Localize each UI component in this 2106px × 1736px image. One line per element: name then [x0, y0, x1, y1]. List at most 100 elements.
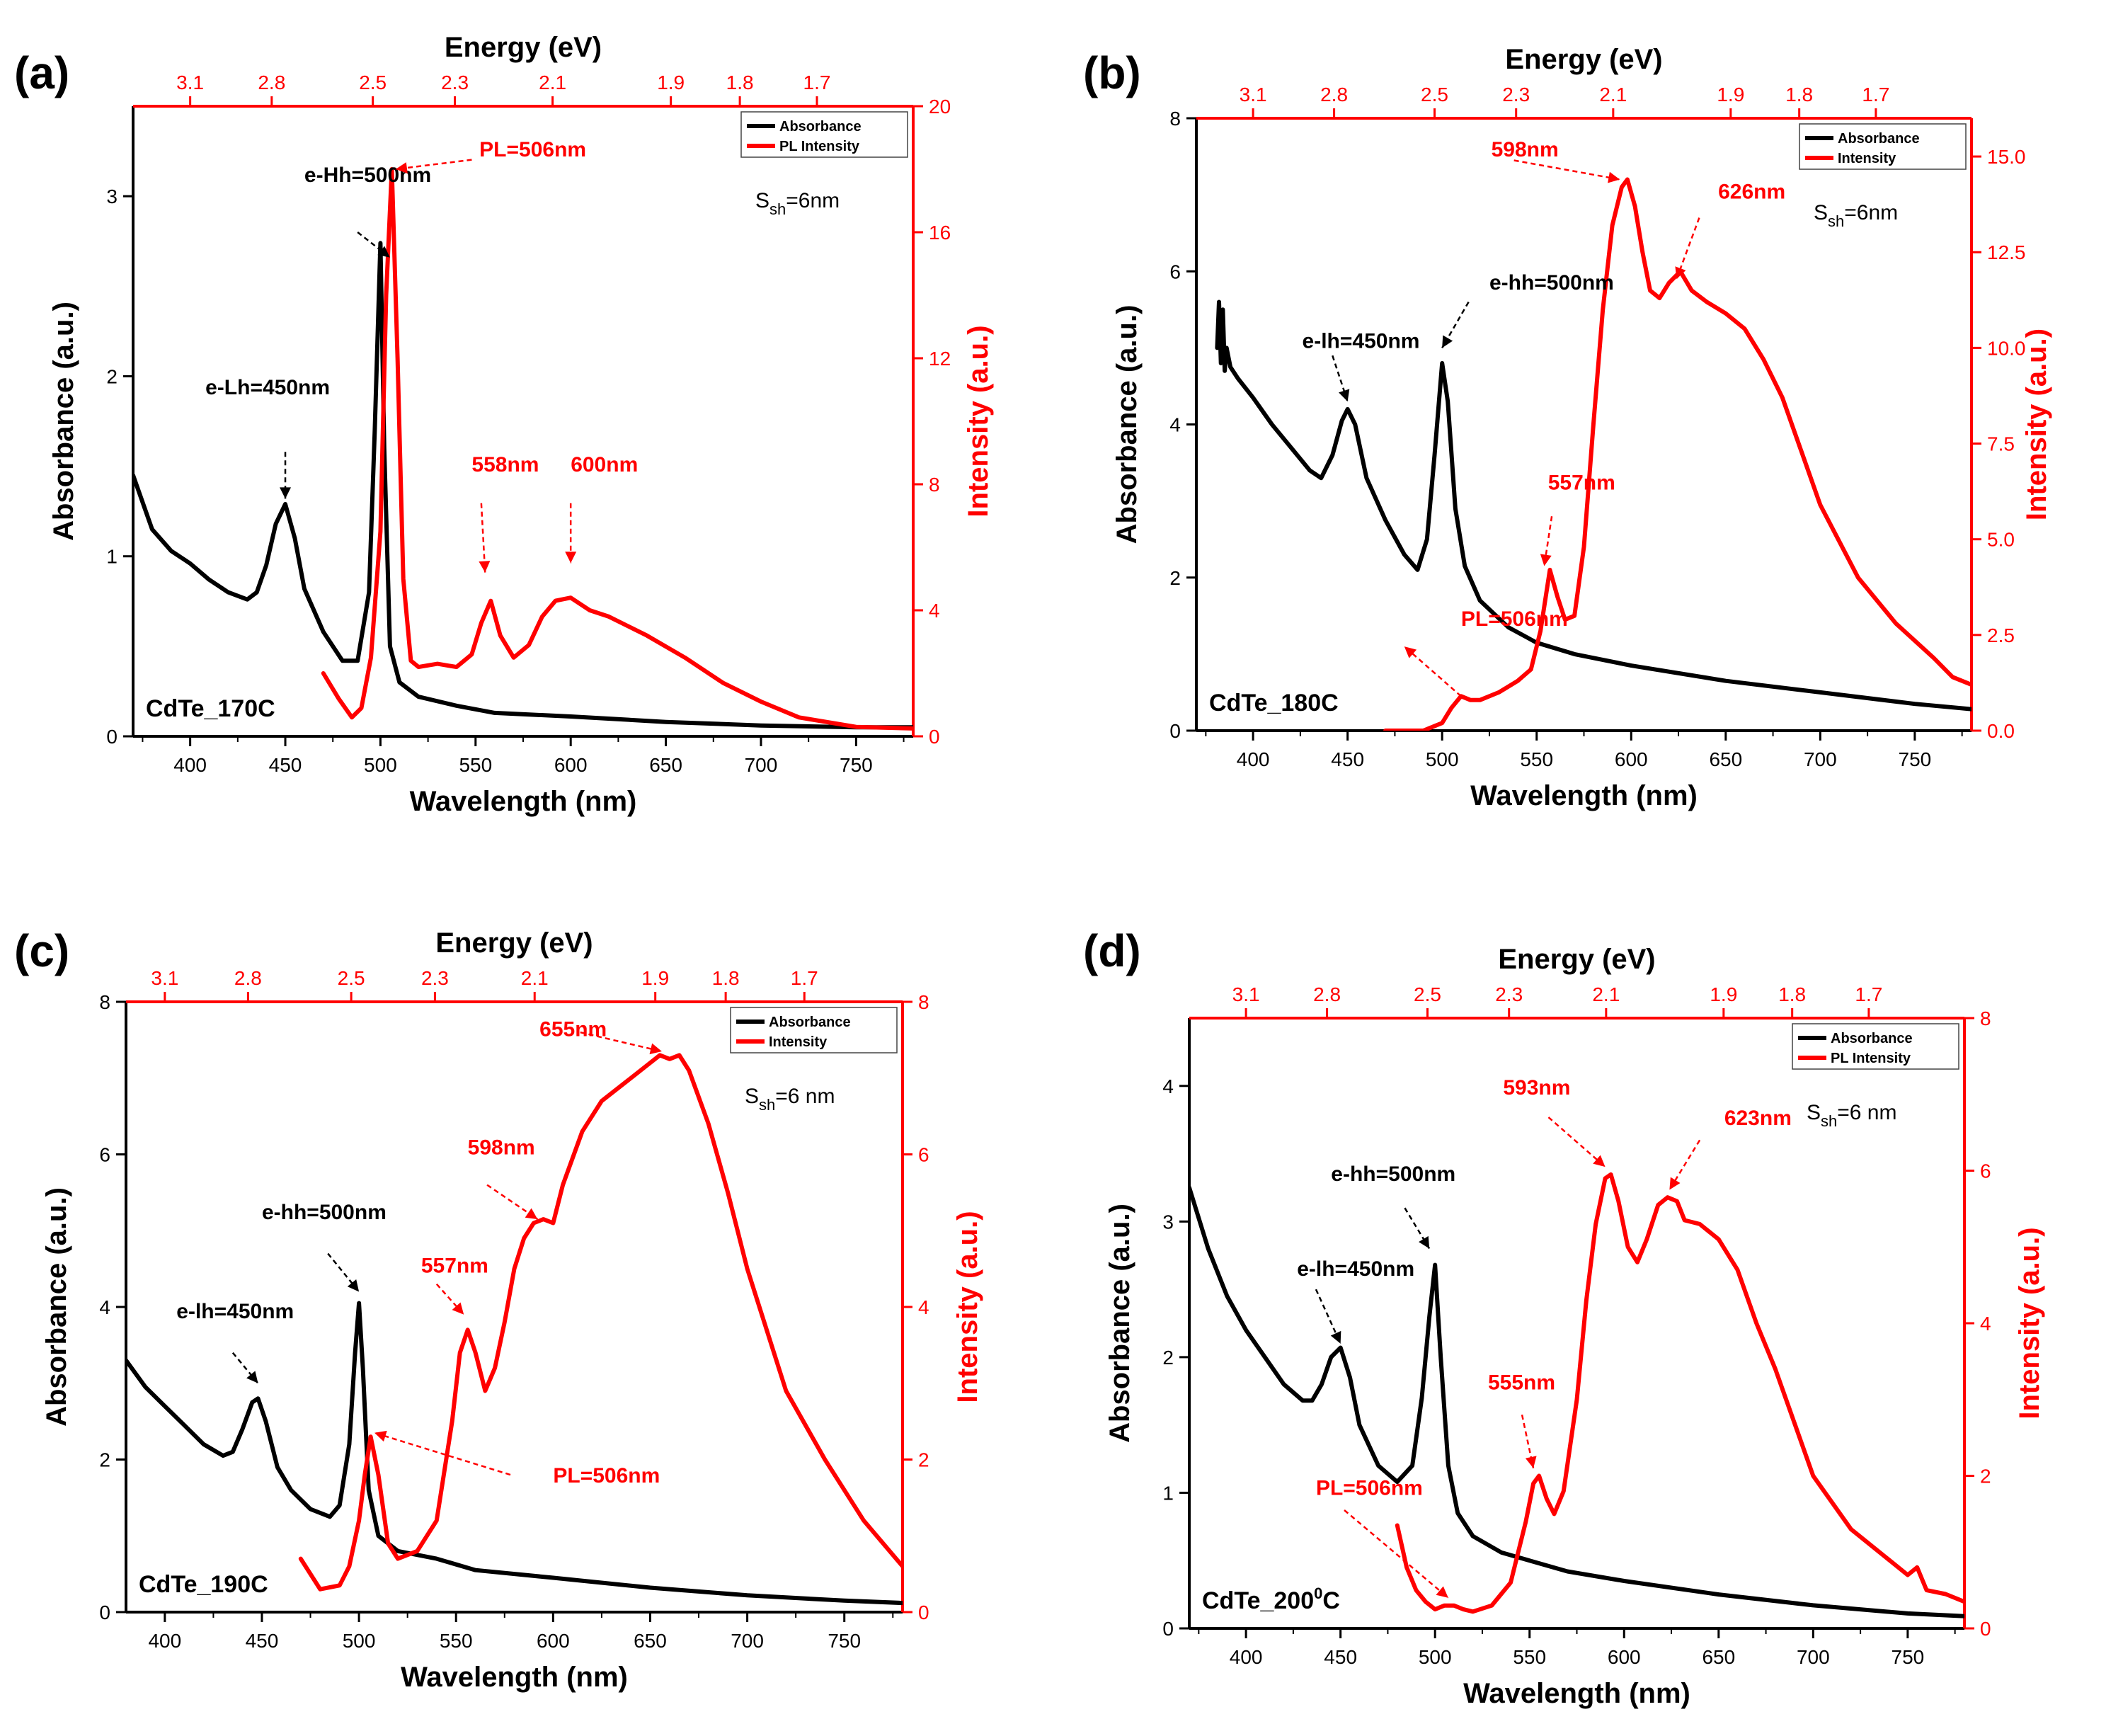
y-right-tick-label: 2: [918, 1449, 929, 1471]
y-right-axis-title: Intensity (a.u.): [963, 325, 994, 517]
energy-tick-label: 2.8: [1313, 983, 1341, 1005]
annotation-arrowhead: [479, 561, 491, 573]
x-tick-label: 600: [1608, 1646, 1641, 1668]
y-right-tick-label: 0: [1980, 1618, 1991, 1640]
legend-entry: Intensity: [1838, 151, 1896, 166]
energy-tick-label: 2.3: [1495, 983, 1523, 1005]
x-tick-label: 700: [745, 754, 778, 776]
annotation-label: 593nm: [1503, 1076, 1570, 1100]
y-right-tick-label: 2: [1980, 1466, 1991, 1487]
legend-entry: Absorbance: [769, 1015, 851, 1030]
energy-tick-label: 2.3: [421, 967, 449, 989]
y-right-tick-label: 20: [929, 96, 951, 118]
shift-suffix: =6 nm: [775, 1085, 835, 1108]
x-tick-label: 750: [840, 754, 873, 776]
x-tick-label: 750: [1892, 1646, 1925, 1668]
annotation-label: 555nm: [1488, 1371, 1555, 1395]
shift-suffix: =6nm: [786, 189, 840, 212]
energy-tick-label: 3.1: [151, 967, 178, 989]
annotation-arrowhead: [1675, 266, 1686, 280]
shift-prefix: S: [1814, 201, 1828, 224]
annotation-label: 655nm: [539, 1017, 607, 1041]
legend-entry: Absorbance: [1838, 131, 1920, 147]
intensity-line: [298, 1053, 903, 1592]
annotation-label: 623nm: [1724, 1107, 1792, 1130]
x-axis-title: Wavelength (nm): [1463, 1678, 1690, 1709]
x-tick-label: 450: [246, 1630, 279, 1652]
annotation-arrowhead: [1608, 171, 1620, 183]
panel-label: (c): [14, 925, 69, 976]
shift-label: Ssh=6 nm: [1807, 1101, 1896, 1130]
x-tick-label: 550: [1513, 1646, 1546, 1668]
y-right-tick-label: 0.0: [1987, 720, 2015, 742]
annotation-label: e-lh=450nm: [1297, 1257, 1414, 1281]
x-tick-label: 400: [173, 754, 207, 776]
energy-tick-label: 1.7: [791, 967, 818, 989]
energy-tick-label: 1.7: [1862, 84, 1889, 105]
y-left-tick-label: 0: [1169, 720, 1181, 742]
annotation-arrow-line: [1403, 646, 1462, 697]
x-tick-label: 550: [1520, 748, 1553, 770]
energy-tick-label: 1.8: [1778, 983, 1806, 1005]
absorbance-line: [1215, 299, 1971, 712]
y-right-tick-label: 16: [929, 222, 951, 244]
x-tick-label: 550: [440, 1630, 473, 1652]
panel-b: (b) 400 450 500 550 600 650 700 750 Wavelength (n…: [1083, 44, 2052, 811]
legend-box: [1799, 123, 1967, 170]
shift-prefix: S: [755, 189, 769, 212]
annotation-arrowhead: [374, 1430, 387, 1442]
energy-tick-label: 2.5: [359, 72, 387, 93]
y-right-tick-label: 4: [1980, 1313, 1991, 1335]
top-axis-title: Energy (eV): [445, 32, 602, 63]
energy-tick-label: 2.3: [1502, 84, 1530, 105]
energy-tick-label: 2.5: [1421, 84, 1448, 105]
annotation-arrowhead: [347, 1279, 360, 1292]
y-right-tick-label: 15.0: [1987, 146, 2026, 168]
annotation-label: PL=506nm: [1461, 607, 1568, 631]
legend-entry: PL Intensity: [1831, 1051, 1911, 1066]
shift-sub: sh: [1821, 1112, 1837, 1130]
y-right-tick-label: 4: [929, 600, 940, 622]
y-left-tick-label: 6: [99, 1144, 110, 1166]
energy-tick-label: 2.5: [1414, 983, 1441, 1005]
annotation-arrowhead: [565, 552, 577, 564]
energy-tick-label: 1.9: [1710, 983, 1737, 1005]
annotation-arrowhead: [1593, 1155, 1606, 1167]
y-left-tick-label: 2: [1162, 1347, 1174, 1369]
shift-suffix: =6 nm: [1837, 1101, 1896, 1124]
energy-tick-label: 2.8: [1320, 84, 1348, 105]
annotation-label: 598nm: [1492, 138, 1559, 161]
annotation-arrowhead: [1669, 1177, 1681, 1190]
annotation-label: 557nm: [421, 1255, 488, 1278]
y-right-axis-title: Intensity (a.u.): [2021, 329, 2052, 520]
energy-tick-label: 2.1: [521, 967, 549, 989]
x-tick-label: 650: [1709, 748, 1742, 770]
y-right-axis-title: Intensity (a.u.): [952, 1211, 983, 1403]
shift-sub: sh: [769, 200, 786, 218]
y-left-tick-label: 6: [1169, 261, 1181, 282]
x-tick-label: 650: [1702, 1646, 1735, 1668]
panel-label: (a): [14, 47, 69, 98]
top-axis-title: Energy (eV): [435, 927, 593, 959]
annotation-arrowhead: [1330, 1330, 1341, 1344]
energy-tick-label: 1.8: [712, 967, 740, 989]
x-tick-label: 750: [1899, 748, 1932, 770]
absorbance-line: [126, 1301, 903, 1606]
absorbance-line: [1189, 1185, 1964, 1618]
x-axis-title: Wavelength (nm): [401, 1662, 628, 1693]
annotation-arrowhead: [1419, 1235, 1430, 1249]
y-right-tick-label: 0: [918, 1601, 929, 1623]
annotation-label: 557nm: [1548, 471, 1615, 494]
annotation-arrow-line: [374, 1432, 511, 1476]
y-right-tick-label: 12: [929, 348, 951, 370]
energy-tick-label: 2.3: [441, 72, 469, 93]
shift-sub: sh: [759, 1096, 775, 1114]
annotation-arrowhead: [377, 246, 390, 258]
energy-tick-label: 2.8: [234, 967, 262, 989]
y-left-tick-label: 8: [99, 991, 110, 1013]
annotation-label: e-Lh=450nm: [205, 376, 330, 399]
annotation-arrow-line: [480, 503, 486, 573]
intensity-line: [1395, 1172, 1964, 1614]
